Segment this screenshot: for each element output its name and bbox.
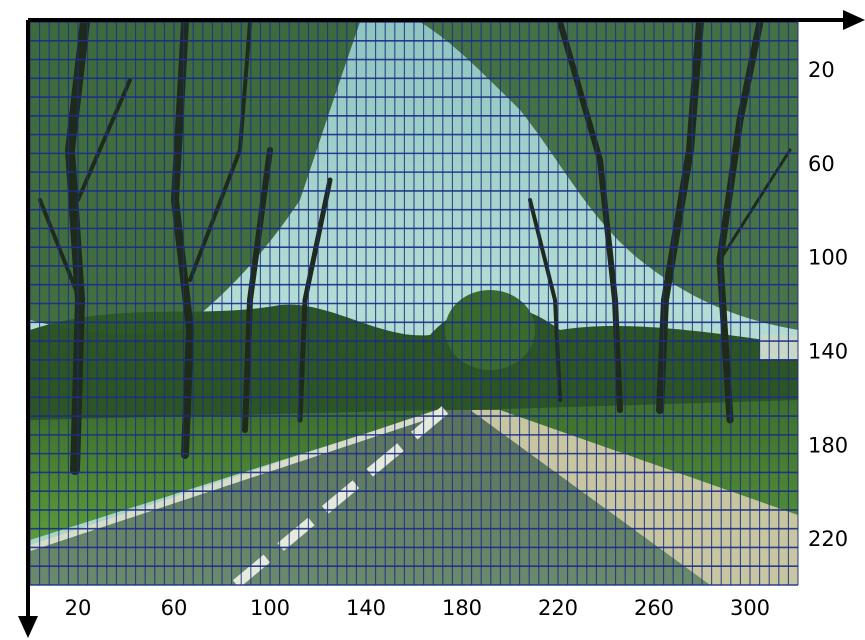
road (30, 410, 710, 585)
x-tick-labels: 20 60 100 140 180 220 260 300 (65, 596, 770, 620)
left-canopy (30, 22, 360, 335)
axes (18, 10, 865, 638)
distant-tree (445, 290, 535, 370)
x-axis-arrow-icon (843, 10, 865, 30)
y-tick-label: 100 (808, 246, 848, 270)
right-canopy (420, 22, 798, 330)
x-tick-label: 180 (442, 596, 482, 620)
x-tick-label: 260 (634, 596, 674, 620)
center-line (231, 406, 449, 585)
x-tick-label: 220 (538, 596, 578, 620)
x-tick-label: 140 (346, 596, 386, 620)
x-tick-label: 60 (161, 596, 188, 620)
y-tick-labels: 20 60 100 140 180 220 (808, 58, 848, 551)
x-tick-label: 20 (65, 596, 92, 620)
pixel-grid (29, 21, 799, 586)
x-tick-label: 100 (250, 596, 290, 620)
y-tick-label: 220 (808, 527, 848, 551)
y-tick-label: 60 (808, 152, 835, 176)
y-tick-label: 20 (808, 58, 835, 82)
y-tick-label: 140 (808, 339, 848, 363)
y-axis-arrow-icon (18, 616, 38, 638)
x-tick-label: 300 (730, 596, 770, 620)
y-tick-label: 180 (808, 433, 848, 457)
